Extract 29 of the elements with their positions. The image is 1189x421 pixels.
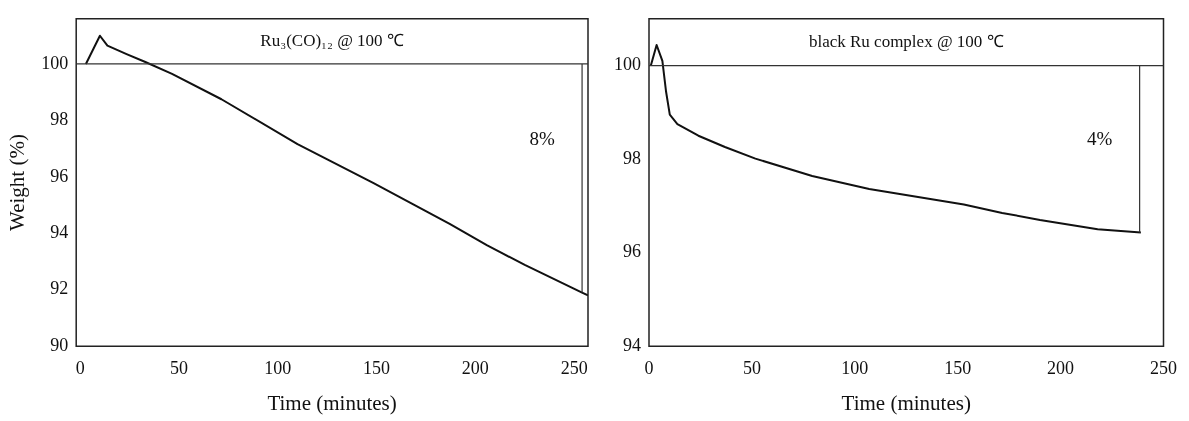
y-tick-label: 94 [623, 334, 641, 355]
x-axis-title: Time (minutes) [267, 390, 397, 415]
text: black Ru complex @ 100 ℃ [808, 31, 1004, 51]
y-tick-label: 98 [623, 147, 641, 168]
y-axis-title: Weight (%) [5, 134, 30, 231]
x-tick-label: 200 [461, 357, 489, 378]
annotation: 4% [1086, 127, 1113, 149]
y-tick-label: 94 [50, 222, 69, 243]
text: Ru₃(CO)₁₂ @ 100 ℃ [260, 30, 404, 50]
x-tick-label: 150 [944, 357, 972, 378]
x-tick-label: 50 [169, 357, 188, 378]
y-tick-label: 100 [41, 52, 69, 73]
x-tick-label: 0 [644, 357, 654, 378]
y-tick-label: 96 [50, 165, 69, 186]
x-tick-label: 100 [841, 357, 869, 378]
y-tick-label: 90 [50, 334, 69, 355]
x-tick-label: 250 [560, 357, 588, 378]
y-tick-label: 92 [50, 278, 69, 299]
x-tick-label: 250 [1150, 357, 1177, 378]
x-tick-label: 150 [363, 357, 391, 378]
x-tick-label: 50 [742, 357, 761, 378]
x-tick-label: 100 [264, 357, 292, 378]
annotation: 8% [529, 127, 555, 149]
y-tick-label: 100 [614, 54, 641, 75]
x-tick-label: 200 [1047, 357, 1075, 378]
x-tick-label: 0 [75, 357, 85, 378]
y-tick-label: 98 [50, 109, 69, 130]
x-axis-title: Time (minutes) [841, 390, 971, 415]
y-tick-label: 96 [623, 241, 641, 262]
